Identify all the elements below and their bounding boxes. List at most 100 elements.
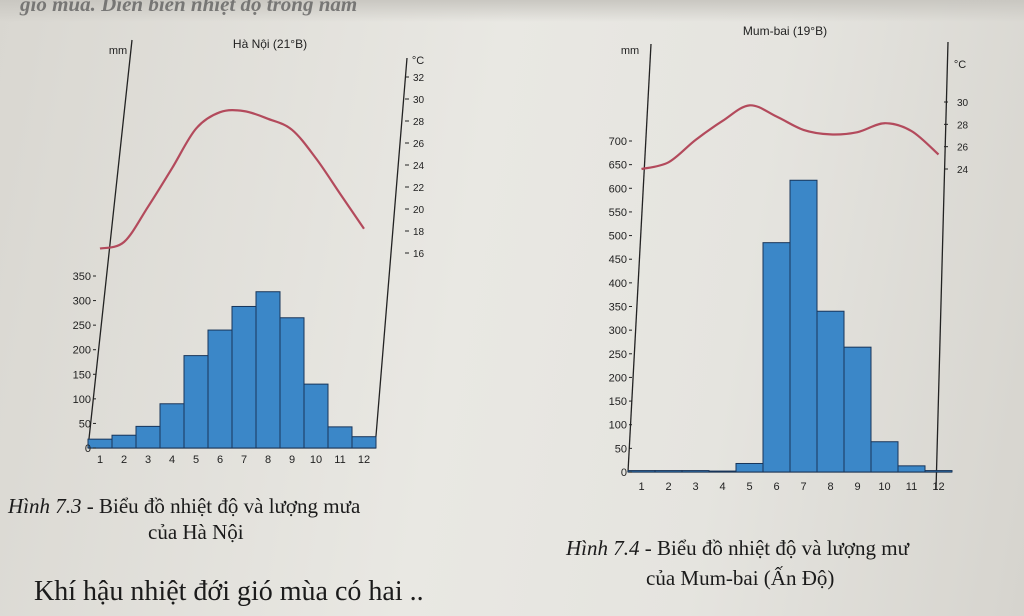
chart-mumbai-bar-4 [708, 470, 737, 473]
chart-mumbai-bar-1 [627, 470, 656, 473]
chart-hanoi-bar-8 [255, 291, 281, 449]
chart-hanoi-y2tick-28: 28 [413, 117, 425, 128]
chart-mumbai-xtick-8: 8 [827, 481, 833, 493]
chart-hanoi-bar-12 [351, 436, 377, 449]
chart-mumbai-ylabel: mm [621, 45, 639, 57]
chart-hanoi-temperature-line [99, 109, 365, 250]
chart-hanoi-y2tick-16: 16 [413, 249, 425, 260]
chart-hanoi-xtick-6: 6 [217, 454, 223, 466]
figure-caption-hanoi: Hình 7.3 - Biểu đồ nhiệt độ và lượng mưa [8, 494, 360, 519]
chart-hanoi-xtick-2: 2 [121, 454, 127, 466]
chart-mumbai-ytick-300: 300 [609, 325, 627, 337]
chart-hanoi-ytick-100: 100 [73, 394, 91, 406]
chart-mumbai-xtick-12: 12 [932, 481, 944, 493]
chart-mumbai-xtick-9: 9 [854, 481, 860, 493]
chart-hanoi-xtick-7: 7 [241, 454, 247, 466]
chart-hanoi-left-axis [87, 39, 133, 449]
chart-hanoi-xtick-3: 3 [145, 454, 151, 466]
chart-hanoi-y2tick-32: 32 [413, 73, 425, 84]
chart-hanoi-right-axis [374, 57, 408, 449]
chart-mumbai-ytick-150: 150 [609, 396, 627, 408]
figure-text-mumbai: - Biểu đồ nhiệt độ và lượng mư [639, 536, 910, 560]
chart-mumbai-bar-7 [789, 179, 818, 473]
chart-mumbai-ytick-500: 500 [609, 231, 627, 243]
chart-mumbai-left-axis [627, 43, 652, 473]
figure-label-mumbai: Hình 7.4 [566, 536, 640, 560]
chart-mumbai-xtick-5: 5 [746, 481, 752, 493]
chart-mumbai-ytick-650: 650 [609, 160, 627, 172]
chart-hanoi-ytick-300: 300 [73, 296, 91, 308]
chart-mumbai-y2label: °C [954, 59, 966, 71]
chart-hanoi-bar-10 [303, 383, 329, 449]
figure-caption-mumbai-line2: của Mum-bai (Ấn Độ) [646, 566, 835, 590]
chart-mumbai-bar-12 [924, 470, 953, 473]
chart-mumbai-bar-6 [762, 242, 791, 473]
chart-mumbai-bar-8 [816, 310, 845, 473]
chart-hanoi-ytick-0: 0 [85, 443, 91, 455]
chart-mumbai-bar-10 [870, 441, 899, 473]
chart-mumbai-y2tick-26: 26 [957, 143, 969, 154]
chart-mumbai-xtick-6: 6 [773, 481, 779, 493]
chart-hanoi-y2tick-26: 26 [413, 139, 425, 150]
figure-caption-hanoi-line2: của Hà Nội [148, 520, 244, 544]
chart-hanoi-y2label: °C [412, 55, 424, 67]
chart-mumbai-right-axis [935, 41, 949, 491]
chart-hanoi-y2tick-30: 30 [413, 95, 425, 106]
chart-mumbai-bar-11 [897, 465, 926, 473]
chart-mumbai-bar-9 [843, 346, 872, 473]
chart-mumbai-bar-2 [654, 470, 683, 473]
chart-mumbai-y2tick-30: 30 [957, 98, 969, 109]
chart-mumbai-y2tick-24: 24 [957, 165, 969, 176]
chart-hanoi-bar-1 [87, 438, 113, 449]
chart-hanoi-ytick-50: 50 [79, 418, 91, 430]
chart-hanoi-ytick-250: 250 [73, 320, 91, 332]
chart-mumbai-ytick-200: 200 [609, 372, 627, 384]
chart-hanoi-xtick-9: 9 [289, 454, 295, 466]
chart-hanoi-xtick-8: 8 [265, 454, 271, 466]
chart-mumbai-ytick-250: 250 [609, 349, 627, 361]
chart-hanoi-ylabel: mm [109, 45, 127, 57]
chart-mumbai: Mum-bai (19°B) mm °C 1 2 3 4 5 6 7 8 9 10 11 120501… [609, 24, 969, 493]
chart-hanoi-title: Hà Nội (21°B) [233, 37, 307, 51]
chart-hanoi-bar-4 [159, 403, 185, 449]
chart-mumbai-ytick-700: 700 [609, 136, 627, 148]
chart-mumbai-temperature-line [641, 104, 940, 171]
figure-label-hanoi: Hình 7.3 [8, 494, 82, 518]
chart-mumbai-ytick-550: 550 [609, 207, 627, 219]
chart-mumbai-ytick-600: 600 [609, 183, 627, 195]
chart-mumbai-xtick-1: 1 [638, 481, 644, 493]
chart-hanoi-y2tick-24: 24 [413, 161, 425, 172]
chart-hanoi-ytick-150: 150 [73, 369, 91, 381]
chart-hanoi-bar-7 [231, 305, 257, 449]
chart-mumbai-ytick-50: 50 [615, 443, 627, 455]
chart-hanoi-bar-3 [135, 425, 161, 449]
figure-text-hanoi: - Biểu đồ nhiệt độ và lượng mưa [81, 494, 361, 518]
chart-mumbai-ytick-350: 350 [609, 302, 627, 314]
chart-mumbai-y2tick-28: 28 [957, 120, 969, 131]
chart-hanoi-xtick-1: 1 [97, 454, 103, 466]
chart-hanoi-y2tick-18: 18 [413, 227, 425, 238]
chart-mumbai-xtick-3: 3 [692, 481, 698, 493]
chart-hanoi-xtick-12: 12 [358, 454, 370, 466]
figure-caption-mumbai: Hình 7.4 - Biểu đồ nhiệt độ và lượng mư [566, 536, 909, 561]
chart-mumbai-xtick-10: 10 [878, 481, 890, 493]
chart-hanoi-bar-2 [111, 434, 137, 449]
chart-hanoi-bar-11 [327, 426, 353, 449]
chart-mumbai-ytick-400: 400 [609, 278, 627, 290]
body-text: Khí hậu nhiệt đới gió mùa có hai .. [34, 576, 424, 607]
chart-mumbai-xtick-11: 11 [906, 481, 917, 493]
chart-hanoi: Hà Nội (21°B) mm °C 1 2 3 4 5 6 7 8 9 10 11 1205010… [73, 37, 425, 466]
chart-mumbai-xtick-7: 7 [800, 481, 806, 493]
chart-mumbai-bar-3 [681, 470, 710, 473]
chart-hanoi-bar-6 [207, 329, 233, 449]
chart-mumbai-bar-5 [735, 462, 764, 473]
chart-mumbai-xtick-2: 2 [665, 481, 671, 493]
chart-hanoi-ytick-350: 350 [73, 271, 91, 283]
chart-hanoi-y2tick-22: 22 [413, 183, 425, 194]
chart-hanoi-xtick-4: 4 [169, 454, 175, 466]
chart-hanoi-xtick-5: 5 [193, 454, 199, 466]
chart-mumbai-ytick-0: 0 [621, 467, 627, 479]
top-strip [0, 0, 1024, 22]
